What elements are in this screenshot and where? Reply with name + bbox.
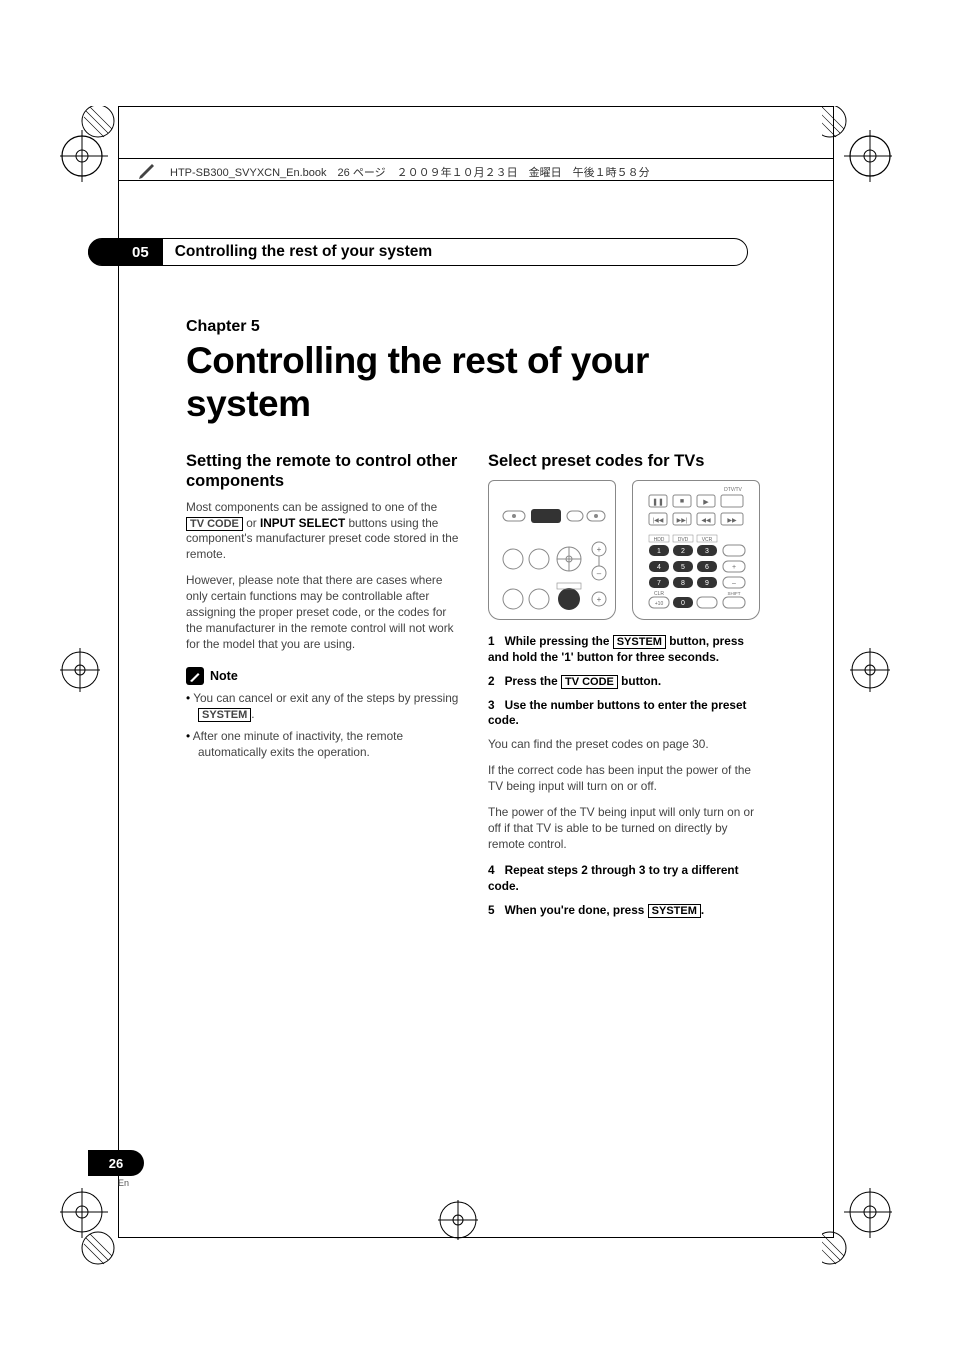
svg-text:+10: +10 <box>655 601 664 607</box>
svg-text:+: + <box>597 545 602 554</box>
remote-diagrams: + – + DTV/TV <box>488 480 766 620</box>
dtvtv-label: DTV/TV <box>724 487 742 493</box>
left-p2: However, please note that there are case… <box>186 573 464 653</box>
svg-text:VCR: VCR <box>702 537 713 543</box>
svg-text:6: 6 <box>705 564 709 571</box>
note-list: You can cancel or exit any of the steps … <box>186 691 464 761</box>
svg-text:7: 7 <box>657 580 661 587</box>
svg-text:▶: ▶ <box>703 499 709 506</box>
left-p1: Most components can be assigned to one o… <box>186 500 464 564</box>
svg-text:5: 5 <box>681 564 685 571</box>
svg-text:■: ■ <box>680 498 684 505</box>
step-3-p1: You can find the preset codes on page 30… <box>488 737 766 753</box>
svg-text:2: 2 <box>681 548 685 555</box>
text: button. <box>618 674 661 688</box>
remote-diagram-right: DTV/TV ❚❚ ■ ▶ |◀◀ ▶▶| ◀◀ ▶▶ HDD DVD VCR <box>632 480 760 620</box>
right-column: Select preset codes for TVs <box>488 452 766 927</box>
tv-code-box: TV CODE <box>561 675 618 689</box>
tv-code-box: TV CODE <box>186 517 243 531</box>
svg-text:–: – <box>732 580 736 587</box>
text: Use the number buttons to enter the pres… <box>488 698 746 728</box>
page-lang: En <box>118 1178 129 1188</box>
chapter-title: Controlling the rest of your system <box>186 340 766 425</box>
svg-text:+: + <box>597 595 602 604</box>
text: While pressing the <box>505 634 613 648</box>
regmark-right <box>850 640 890 700</box>
svg-text:❚❚: ❚❚ <box>652 498 664 506</box>
left-column: Setting the remote to control other comp… <box>186 452 464 927</box>
text: Repeat steps 2 through 3 to try a differ… <box>488 863 739 893</box>
text: . <box>701 903 704 917</box>
text: Most components can be assigned to one o… <box>186 500 437 514</box>
section-number: 05 <box>88 239 163 265</box>
book-header-text: HTP-SB300_SVYXCN_En.book 26 ページ ２００９年１０月… <box>170 164 650 180</box>
svg-text:▶▶|: ▶▶| <box>677 518 688 524</box>
step-1: 1While pressing the SYSTEM button, press… <box>488 634 766 666</box>
step-4: 4Repeat steps 2 through 3 to try a diffe… <box>488 863 766 895</box>
step-3-p2: If the correct code has been input the p… <box>488 763 766 795</box>
note-item-1: You can cancel or exit any of the steps … <box>186 691 464 723</box>
svg-text:4: 4 <box>657 564 661 571</box>
svg-text:1: 1 <box>657 548 661 555</box>
step-3-p3: The power of the TV being input will onl… <box>488 805 766 853</box>
svg-text:0: 0 <box>681 600 685 607</box>
system-box: SYSTEM <box>613 635 666 649</box>
system-box: SYSTEM <box>648 904 701 918</box>
input-select-strong: INPUT SELECT <box>260 516 345 530</box>
header-rule-top <box>118 158 834 159</box>
page-number-pill: 26 <box>88 1150 144 1176</box>
note-heading: Note <box>186 667 464 685</box>
text: Press the <box>505 674 561 688</box>
note-item-2: After one minute of inactivity, the remo… <box>186 729 464 761</box>
step-3: 3Use the number buttons to enter the pre… <box>488 698 766 730</box>
regmark-left <box>60 640 100 700</box>
section-title: Controlling the rest of your system <box>163 243 433 261</box>
left-heading: Setting the remote to control other comp… <box>186 452 464 492</box>
svg-text:–: – <box>597 569 602 578</box>
step-5: 5When you're done, press SYSTEM. <box>488 903 766 919</box>
svg-text:+: + <box>732 564 736 571</box>
svg-text:8: 8 <box>681 580 685 587</box>
system-box: SYSTEM <box>198 708 251 722</box>
svg-text:3: 3 <box>705 548 709 555</box>
text: . <box>251 707 254 721</box>
section-tab: 05 Controlling the rest of your system <box>88 238 748 266</box>
svg-text:◀◀: ◀◀ <box>701 518 711 524</box>
text: When you're done, press <box>505 903 648 917</box>
step-2: 2Press the TV CODE button. <box>488 674 766 690</box>
remote-diagram-left: + – + <box>488 480 616 620</box>
note-icon <box>186 667 204 685</box>
header-rule-bottom <box>118 180 834 181</box>
svg-text:CLR: CLR <box>654 591 664 597</box>
text: or <box>246 516 260 530</box>
chapter-block: Chapter 5 Controlling the rest of your s… <box>186 318 766 425</box>
svg-text:|◀◀: |◀◀ <box>653 518 664 524</box>
right-heading: Select preset codes for TVs <box>488 452 766 472</box>
text: You can cancel or exit any of the steps … <box>193 691 458 705</box>
chapter-label: Chapter 5 <box>186 318 766 336</box>
svg-text:9: 9 <box>705 580 709 587</box>
svg-text:▶▶: ▶▶ <box>727 518 737 524</box>
svg-text:DVD: DVD <box>678 537 689 543</box>
svg-text:SHIFT: SHIFT <box>728 591 741 596</box>
note-label: Note <box>210 669 238 683</box>
svg-text:HDD: HDD <box>654 537 665 543</box>
